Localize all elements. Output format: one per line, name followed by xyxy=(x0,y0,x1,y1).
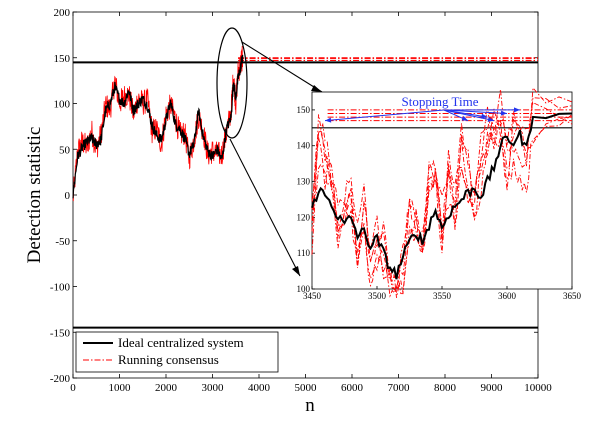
inset-series-running-consensus xyxy=(311,89,573,292)
x-tick-label: 6000 xyxy=(341,382,364,394)
zoom-callout xyxy=(216,27,323,277)
x-axis-label: n xyxy=(305,395,315,416)
inset-x-tick-label: 3500 xyxy=(368,291,387,301)
y-tick-label: 100 xyxy=(54,99,71,111)
inset-y-tick-label: 150 xyxy=(297,105,311,115)
legend-entry-ideal: Ideal centralized system xyxy=(118,335,244,350)
zoom-connector-bottom xyxy=(229,138,301,277)
series-running-consensus xyxy=(72,45,244,202)
stopping-time-arrowhead xyxy=(513,107,520,113)
legend: Ideal centralized system Running consens… xyxy=(75,331,279,373)
inset-y-tick-label: 110 xyxy=(297,248,311,258)
y-tick-label: 0 xyxy=(65,190,71,202)
inset-x-tick-label: 3550 xyxy=(433,291,452,301)
inset-y-tick-label: 130 xyxy=(297,177,311,187)
inset-y-tick-label: 120 xyxy=(297,212,311,222)
x-tick-label: 9000 xyxy=(481,382,504,394)
y-tick-label: 200 xyxy=(54,7,71,19)
inset-y-tick-label: 100 xyxy=(297,284,311,294)
y-tick-label: -150 xyxy=(50,327,71,339)
x-tick-label: 10000 xyxy=(524,382,552,394)
stopping-time-arrowhead xyxy=(481,113,488,119)
x-tick-label: 7000 xyxy=(388,382,411,394)
inset-series-running-consensus xyxy=(311,86,573,294)
stopping-time-arrow xyxy=(324,109,445,122)
x-tick-label: 8000 xyxy=(434,382,457,394)
inset-y-tick-label: 140 xyxy=(297,141,311,151)
y-tick-label: -100 xyxy=(50,282,71,294)
y-tick-label: 150 xyxy=(54,53,71,65)
stopping-time-arrow xyxy=(443,109,495,122)
x-tick-label: 0 xyxy=(70,382,76,394)
x-tick-label: 5000 xyxy=(295,382,318,394)
legend-entry-consensus: Running consensus xyxy=(118,352,219,367)
y-tick-label: 50 xyxy=(59,144,71,156)
stopping-time-arrowhead xyxy=(487,116,494,122)
inset-plot-frame xyxy=(311,91,573,290)
y-axis-label: Detection statistic xyxy=(24,127,45,264)
x-tick-label: 1000 xyxy=(109,382,132,394)
legend-box xyxy=(75,331,279,373)
inset-x-tick-label: 3600 xyxy=(498,291,517,301)
series-ideal-centralized xyxy=(72,54,244,199)
inset-series-ideal-centralized xyxy=(311,112,573,280)
y-tick-label: -50 xyxy=(55,236,70,248)
inset-ticks: 3450 3500 3550 3600 3650 100 110 120 130 140 150 xyxy=(297,105,582,301)
stopping-time-arrowhead xyxy=(325,117,332,123)
inset-x-tick-label: 3450 xyxy=(303,291,322,301)
zoom-connector-top xyxy=(241,41,323,93)
zoom-ellipse xyxy=(216,27,248,139)
x-tick-label: 4000 xyxy=(248,382,271,394)
main-series xyxy=(72,45,244,202)
inset-x-tick-label: 3650 xyxy=(563,291,582,301)
zoom-arrowhead-top xyxy=(311,85,322,92)
stopping-time-arrowhead xyxy=(500,110,507,116)
stopping-time-arrows xyxy=(324,107,521,123)
main-thresholds xyxy=(73,57,538,329)
x-tick-label: 2000 xyxy=(155,382,178,394)
stopping-time-arrowhead xyxy=(461,115,468,121)
y-tick-label: -200 xyxy=(50,373,71,385)
x-tick-label: 3000 xyxy=(202,382,225,394)
inset-chart: 3450 3500 3550 3600 3650 100 110 120 130 140 150 S… xyxy=(297,86,582,301)
stopping-time-arrow xyxy=(443,109,508,114)
zoom-arrowhead-bottom xyxy=(292,266,300,276)
main-ticks: 0 1000 2000 3000 4000 5000 6000 7000 8000 9000 100… xyxy=(50,7,552,394)
stopping-time-annotation: Stopping Time xyxy=(324,94,521,123)
inset-series xyxy=(311,86,573,298)
stopping-time-label: Stopping Time xyxy=(402,94,479,109)
